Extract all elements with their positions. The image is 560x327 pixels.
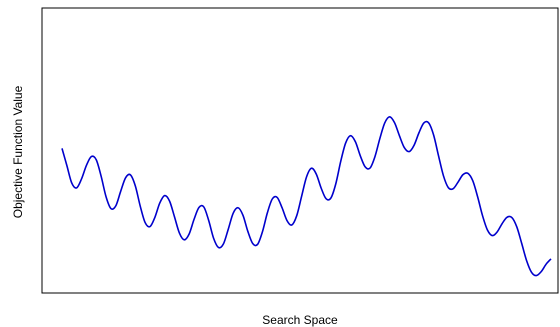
x-axis-label: Search Space bbox=[262, 313, 338, 327]
y-axis-label: Objective Function Value bbox=[11, 85, 25, 218]
series-line-0 bbox=[61, 116, 552, 277]
plot-area-frame bbox=[41, 7, 559, 294]
series-layer bbox=[61, 116, 552, 277]
